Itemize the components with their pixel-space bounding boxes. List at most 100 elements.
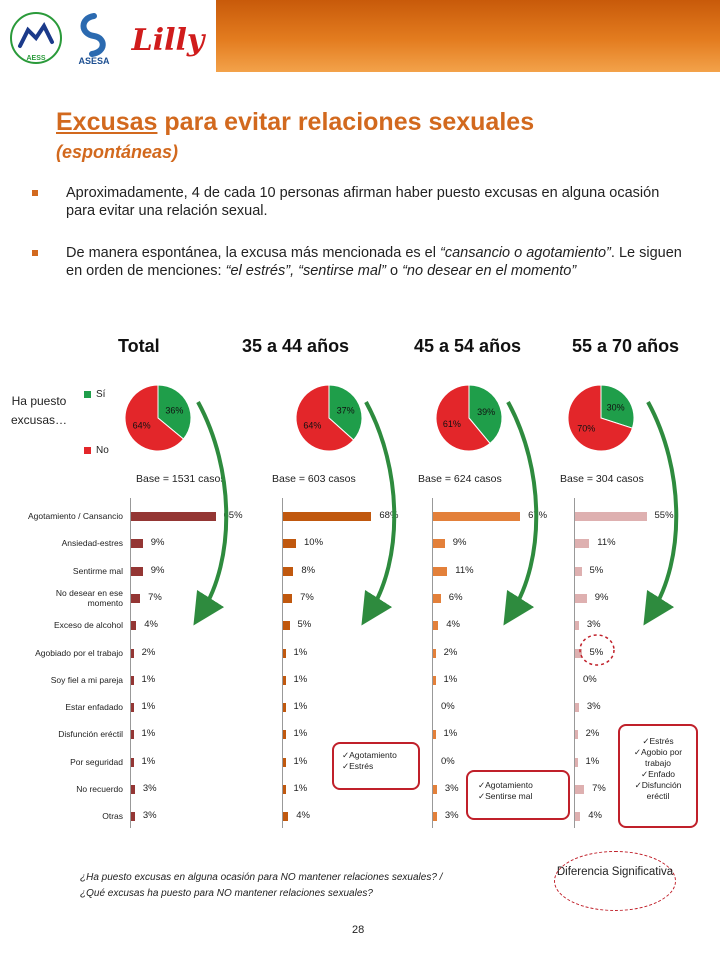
category-label: Ansiedad-estres	[61, 538, 123, 549]
bar-value-label: 5%	[589, 646, 604, 658]
bar-value-label: 2%	[141, 646, 156, 658]
bar	[131, 539, 143, 549]
page-subtitle: (espontáneas)	[56, 142, 179, 162]
bar-value-label: 1%	[293, 755, 308, 767]
segment-header: Total	[118, 336, 160, 356]
pie-slice-label: 36%	[165, 405, 183, 415]
svg-text:ASESA: ASESA	[78, 56, 110, 66]
aess-logo: AESS	[10, 12, 62, 64]
bar-value-label: 1%	[141, 755, 156, 767]
bar-value-label: 1%	[293, 646, 308, 658]
bar	[575, 621, 579, 631]
bar	[575, 593, 587, 603]
bar-axis-line	[574, 498, 575, 828]
bar-value-label: 3%	[142, 783, 157, 794]
page-title: Excusas para evitar relaciones sexuales	[56, 108, 535, 136]
bar	[575, 566, 582, 576]
bar-value-label: 11%	[597, 537, 616, 549]
bar-value-label: 10%	[304, 537, 324, 549]
legend-si-swatch	[84, 391, 91, 398]
bar-value-label: 3%	[444, 783, 459, 794]
bar	[131, 566, 143, 576]
category-label: Disfunción eréctil	[58, 729, 123, 740]
pie-slice-label: 37%	[337, 406, 355, 416]
bar-value-label: 1%	[293, 673, 308, 685]
bar	[131, 703, 134, 713]
bar	[283, 621, 290, 631]
bar-value-label: 8%	[301, 564, 316, 576]
bar-value-label: 65%	[223, 510, 243, 521]
logo-strip: AESS ASESA Lilly	[8, 8, 213, 68]
category-label: No recuerdo	[76, 784, 123, 794]
base-label: Base = 304 casos	[560, 473, 644, 485]
bar	[283, 593, 293, 603]
pie-slice-label: 70%	[577, 424, 595, 434]
bar-value-label: 0%	[441, 755, 455, 767]
bar	[131, 757, 134, 767]
bar-value-label: 5%	[589, 564, 604, 576]
bar	[575, 785, 585, 794]
bar-axis-line	[432, 498, 433, 828]
bar-value-label: 4%	[446, 619, 460, 631]
base-label: Base = 624 casos	[418, 473, 502, 485]
pie-question-label: Ha puesto excusas…	[10, 394, 68, 427]
pie-slice-label: 64%	[133, 421, 151, 431]
bar	[575, 757, 578, 767]
bar-value-label: 1%	[443, 673, 458, 685]
category-label: Agobiado por el trabajo	[35, 647, 123, 658]
bar-value-label: 11%	[455, 564, 474, 576]
bar	[131, 512, 216, 521]
footnote-question-2: ¿Qué excusas ha puesto para NO mantener …	[80, 888, 373, 899]
bar	[433, 812, 437, 822]
bar-value-label: 9%	[150, 564, 165, 576]
bar-axis-line	[130, 498, 131, 828]
pie-slice-label: 61%	[443, 419, 461, 429]
category-label: Otras	[102, 811, 123, 822]
bar-value-label: 4%	[144, 619, 158, 631]
bar-value-label: 1%	[293, 783, 308, 794]
bar-value-label: 1%	[293, 728, 308, 740]
bar	[283, 566, 294, 576]
bar	[131, 621, 137, 631]
arrow-icon	[361, 401, 397, 626]
bullet-1: Aproximadamente, 4 de cada 10 personas a…	[32, 184, 692, 220]
bar	[575, 703, 579, 713]
category-label: Exceso de alcohol	[54, 620, 123, 631]
bar	[283, 785, 286, 794]
bar-value-label: 1%	[141, 673, 156, 685]
category-label: No desear en ese momento	[55, 587, 123, 608]
bar-value-label: 3%	[142, 810, 157, 822]
bar	[283, 757, 286, 767]
bar-value-label: 5%	[297, 619, 312, 631]
page-number: 28	[352, 924, 365, 936]
bar	[575, 512, 647, 521]
lilly-logo: Lilly	[131, 23, 207, 58]
bar-value-label: 7%	[300, 591, 314, 603]
bar	[283, 703, 286, 713]
svg-text:Lilly: Lilly	[131, 23, 207, 58]
bar	[575, 812, 581, 822]
pie-slice-si	[600, 384, 635, 429]
bar	[433, 648, 436, 658]
bar-value-label: 1%	[293, 701, 308, 713]
category-label: Por seguridad	[70, 756, 123, 767]
highlight-circle	[579, 634, 615, 666]
bar-value-label: 1%	[141, 701, 156, 713]
legend-no-label: No	[96, 445, 109, 456]
significance-legend: Diferencia Significativa	[554, 851, 676, 911]
bar-value-label: 2%	[585, 728, 600, 740]
footnote-question-1: ¿Ha puesto excusas en alguna ocasión par…	[80, 872, 443, 883]
bar-value-label: 9%	[150, 537, 165, 549]
segment-header: 55 a 70 años	[572, 336, 680, 356]
bar-value-label: 9%	[594, 591, 609, 603]
pie-slice-label: 64%	[303, 420, 321, 430]
bar	[433, 730, 436, 740]
bar-value-label: 3%	[586, 619, 601, 631]
segment-header: 35 a 44 años	[242, 336, 350, 356]
arrow-icon	[503, 401, 539, 626]
bar	[131, 785, 135, 794]
bar-value-label: 1%	[443, 728, 458, 740]
bar	[283, 512, 372, 521]
